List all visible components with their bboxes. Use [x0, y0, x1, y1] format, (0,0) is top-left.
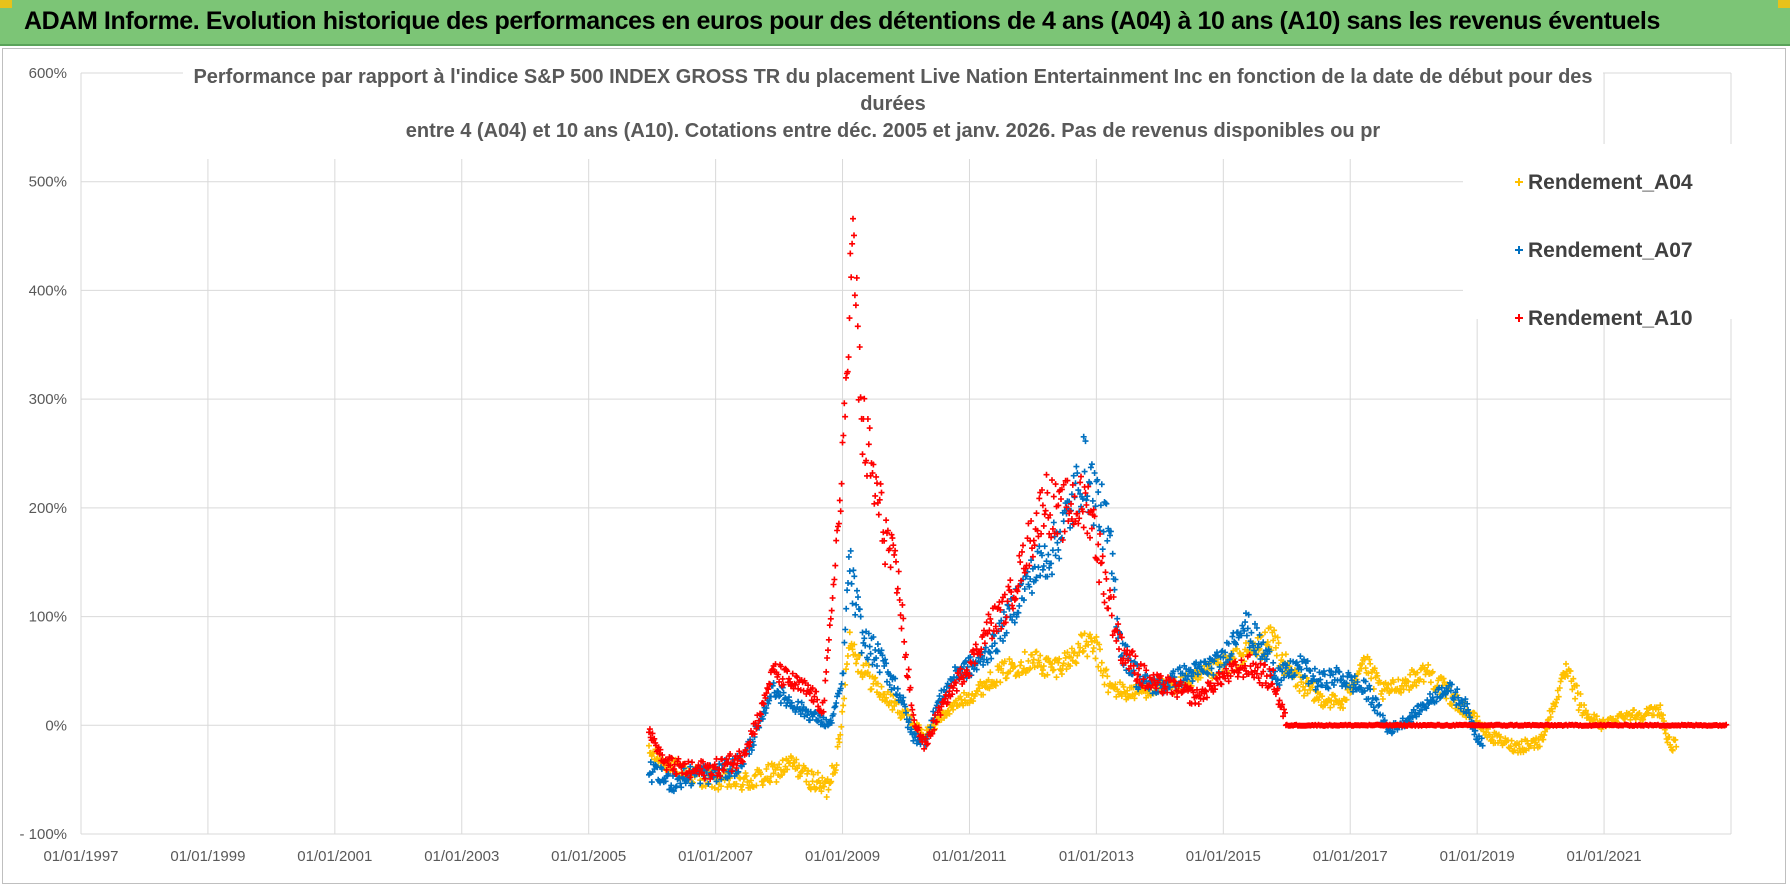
- banner-corner-left: [0, 0, 12, 8]
- legend-item: Rendement_A04: [1515, 171, 1693, 194]
- gridlines: [80, 72, 1732, 835]
- title-backdrop: [183, 59, 1603, 159]
- y-tick-label: 200%: [29, 500, 67, 517]
- x-tick-label: 01/01/2019: [1440, 848, 1515, 865]
- report-banner: ADAM Informe. Evolution historique des p…: [0, 0, 1790, 46]
- x-tick-label: 01/01/2015: [1186, 848, 1261, 865]
- x-tick-label: 01/01/2003: [424, 848, 499, 865]
- series-Rendement_A10: [646, 215, 1730, 782]
- chart-title: Performance par rapport à l'indice S&P 5…: [193, 66, 1592, 142]
- y-tick-label: 500%: [29, 174, 67, 191]
- legend-item: Rendement_A10: [1515, 307, 1693, 330]
- legend-label: Rendement_A10: [1528, 307, 1693, 330]
- legend-label: Rendement_A07: [1528, 239, 1693, 262]
- y-tick-label: 100%: [29, 609, 67, 626]
- data-series: [646, 215, 1730, 800]
- y-tick-label: - 100%: [19, 826, 67, 843]
- x-tick-label: 01/01/2009: [805, 848, 880, 865]
- legend-marker: [1515, 314, 1523, 322]
- y-tick-label: 300%: [29, 391, 67, 408]
- y-tick-label: 400%: [29, 282, 67, 299]
- legend-background: [1463, 144, 1738, 319]
- x-tick-label: 01/01/2017: [1313, 848, 1388, 865]
- x-tick-label: 01/01/2013: [1059, 848, 1134, 865]
- performance-scatter-chart: Performance par rapport à l'indice S&P 5…: [19, 59, 1738, 865]
- x-tick-label: 01/01/1999: [170, 848, 245, 865]
- report-title: ADAM Informe. Evolution historique des p…: [24, 7, 1660, 35]
- chart-frame: Performance par rapport à l'indice S&P 5…: [2, 48, 1786, 884]
- x-tick-label: 01/01/2011: [932, 848, 1006, 865]
- x-tick-label: 01/01/2007: [678, 848, 753, 865]
- legend-marker: [1515, 178, 1523, 186]
- markers-Rendement_A10: [646, 215, 1730, 782]
- x-tick-label: 01/01/1997: [43, 848, 118, 865]
- x-tick-label: 01/01/2021: [1567, 848, 1642, 865]
- legend-label: Rendement_A04: [1528, 171, 1693, 194]
- y-tick-label: 600%: [29, 65, 67, 82]
- chart-title-line-3: entre 4 (A04) et 10 ans (A10). Cotations…: [406, 120, 1381, 142]
- legend-item: Rendement_A07: [1515, 239, 1693, 262]
- x-tick-label: 01/01/2005: [551, 848, 626, 865]
- legend-marker: [1515, 246, 1523, 254]
- markers-Rendement_A07: [646, 433, 1486, 795]
- legend: Rendement_A04 Rendement_A07 Rendement_A10: [1463, 144, 1738, 330]
- chart-title-line-1: Performance par rapport à l'indice S&P 5…: [193, 66, 1592, 88]
- chart-title-line-2: durées: [860, 93, 926, 115]
- y-tick-label: 0%: [45, 717, 67, 734]
- x-axis-ticks: 01/01/1997 01/01/1999 01/01/2001 01/01/2003…: [43, 848, 1641, 865]
- x-tick-label: 01/01/2001: [297, 848, 372, 865]
- y-axis-ticks: 600% 500% 400% 300% 200% 100% 0% - 100%: [19, 65, 67, 843]
- banner-corner-right: [1778, 0, 1790, 8]
- series-Rendement_A07: [646, 433, 1486, 795]
